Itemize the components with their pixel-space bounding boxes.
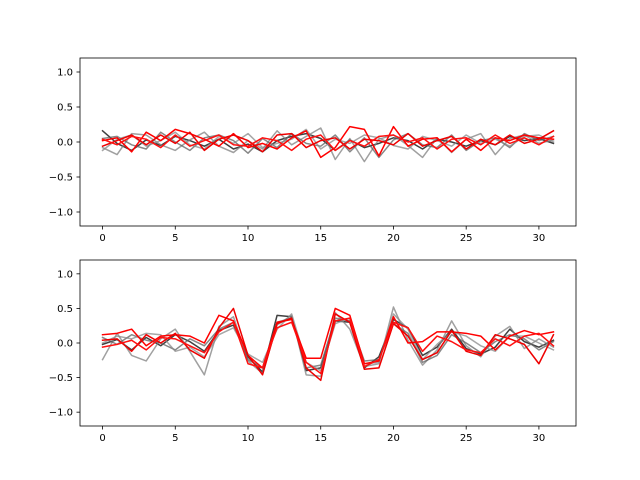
series-line-4	[101, 125, 555, 159]
top-subplot: 0 5 10 15 20 25 30 −1.0 −0.5 0.0 0.5 1.0	[49, 57, 577, 244]
x-tick-label: 0	[99, 233, 105, 244]
series-line-3	[101, 128, 555, 152]
y-tick-label: −0.5	[49, 173, 73, 184]
x-tick-label: 10	[242, 433, 255, 444]
series-line-6	[101, 317, 555, 375]
x-tick-label: 5	[172, 433, 178, 444]
x-tick-label: 0	[99, 433, 105, 444]
series-line-4	[101, 307, 555, 369]
y-tick-label: −1.0	[49, 408, 73, 419]
series-lines	[101, 125, 555, 163]
bottom-subplot: 0 5 10 15 20 25 30 −1.0 −0.5 0.0 0.5 1.0	[49, 259, 577, 444]
x-tick-label: 5	[172, 233, 178, 244]
x-tick-label: 15	[314, 433, 327, 444]
y-tick-label: 1.0	[57, 68, 73, 79]
x-tick-label: 20	[387, 233, 400, 244]
x-tick-label: 15	[314, 233, 327, 244]
y-tick-label: 0.5	[57, 103, 73, 114]
x-tick-label: 25	[460, 433, 473, 444]
x-tick-label: 20	[387, 433, 400, 444]
y-tick-label: 0.0	[57, 339, 73, 350]
y-tick-label: 0.0	[57, 138, 73, 149]
series-line-5	[101, 129, 555, 153]
x-tick-label: 10	[242, 233, 255, 244]
y-tick-label: −1.0	[49, 208, 73, 219]
series-line-2	[101, 317, 555, 369]
x-tick-label: 30	[533, 433, 546, 444]
y-tick-label: 1.0	[57, 269, 73, 280]
series-lines	[101, 306, 555, 382]
x-tick-label: 25	[460, 233, 473, 244]
series-line-6	[101, 134, 555, 152]
y-tick-label: −0.5	[49, 373, 73, 384]
y-tick-label: 0.5	[57, 304, 73, 315]
x-tick-label: 30	[533, 233, 546, 244]
